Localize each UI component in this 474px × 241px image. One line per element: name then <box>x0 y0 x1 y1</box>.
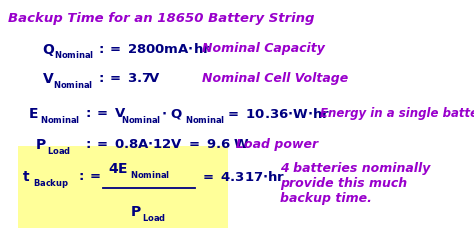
Text: $\mathbf{Nominal}$: $\mathbf{Nominal}$ <box>40 114 80 125</box>
Text: $\mathbf{Q}$: $\mathbf{Q}$ <box>42 42 55 58</box>
Text: $\mathbf{Nominal}$: $\mathbf{Nominal}$ <box>130 169 170 180</box>
Text: $\mathbf{4E}$: $\mathbf{4E}$ <box>108 162 128 176</box>
Text: $\mathbf{:=\ V}$: $\mathbf{:=\ V}$ <box>83 107 126 120</box>
Text: $\mathbf{Load}$: $\mathbf{Load}$ <box>47 145 71 156</box>
Bar <box>18 146 228 228</box>
Text: Nominal Cell Voltage: Nominal Cell Voltage <box>202 72 348 85</box>
Text: $\mathbf{Nominal}$: $\mathbf{Nominal}$ <box>121 114 161 125</box>
Text: $\mathbf{P}$: $\mathbf{P}$ <box>35 138 46 152</box>
Text: 4 batteries nominally
provide this much
backup time.: 4 batteries nominally provide this much … <box>280 162 430 205</box>
Text: $\mathbf{E}$: $\mathbf{E}$ <box>28 107 38 121</box>
Text: $\mathbf{:=\ 2800mA{\cdot}hr}$: $\mathbf{:=\ 2800mA{\cdot}hr}$ <box>96 42 211 56</box>
Text: Load power: Load power <box>236 138 318 151</box>
Text: Energy in a single battery: Energy in a single battery <box>320 107 474 120</box>
Text: $\mathbf{:=}$: $\mathbf{:=}$ <box>76 170 100 183</box>
Text: $\mathbf{V}$: $\mathbf{V}$ <box>42 72 55 86</box>
Text: $\mathbf{:=\ 0.8A{\cdot}12V\ =\ 9.6\ W}$: $\mathbf{:=\ 0.8A{\cdot}12V\ =\ 9.6\ W}$ <box>83 138 250 151</box>
Text: $\mathbf{{\cdot}\ Q}$: $\mathbf{{\cdot}\ Q}$ <box>161 107 183 121</box>
Text: $\mathbf{Nominal}$: $\mathbf{Nominal}$ <box>53 79 93 90</box>
Text: $\mathbf{=\ 10.36{\cdot}W{\cdot}hr}$: $\mathbf{=\ 10.36{\cdot}W{\cdot}hr}$ <box>225 107 330 121</box>
Text: $\mathbf{Load}$: $\mathbf{Load}$ <box>142 212 166 223</box>
Text: Backup Time for an 18650 Battery String: Backup Time for an 18650 Battery String <box>8 12 315 25</box>
Text: $\mathbf{:=\ 3.7V}$: $\mathbf{:=\ 3.7V}$ <box>96 72 161 85</box>
Text: $\mathbf{Nominal}$: $\mathbf{Nominal}$ <box>54 49 94 60</box>
Text: Nominal Capacity: Nominal Capacity <box>202 42 325 55</box>
Text: $\mathbf{=\ 4.317{\cdot}hr}$: $\mathbf{=\ 4.317{\cdot}hr}$ <box>200 170 285 184</box>
Text: $\mathbf{t}$: $\mathbf{t}$ <box>22 170 30 184</box>
Text: $\mathbf{Nominal}$: $\mathbf{Nominal}$ <box>185 114 225 125</box>
Text: $\mathbf{Backup}$: $\mathbf{Backup}$ <box>33 177 69 190</box>
Text: $\mathbf{P}$: $\mathbf{P}$ <box>130 205 142 219</box>
